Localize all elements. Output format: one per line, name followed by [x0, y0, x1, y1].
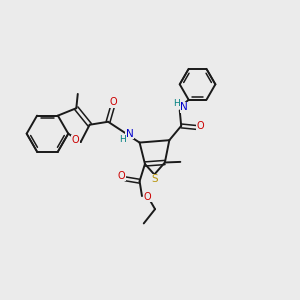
Text: O: O	[197, 121, 204, 131]
Text: O: O	[110, 98, 117, 107]
Text: N: N	[126, 129, 134, 139]
Text: O: O	[118, 171, 125, 181]
Text: S: S	[152, 174, 158, 184]
Text: O: O	[143, 192, 151, 202]
Text: N: N	[180, 103, 188, 112]
Text: O: O	[72, 136, 79, 146]
Text: H: H	[119, 135, 126, 144]
Text: H: H	[173, 99, 179, 108]
